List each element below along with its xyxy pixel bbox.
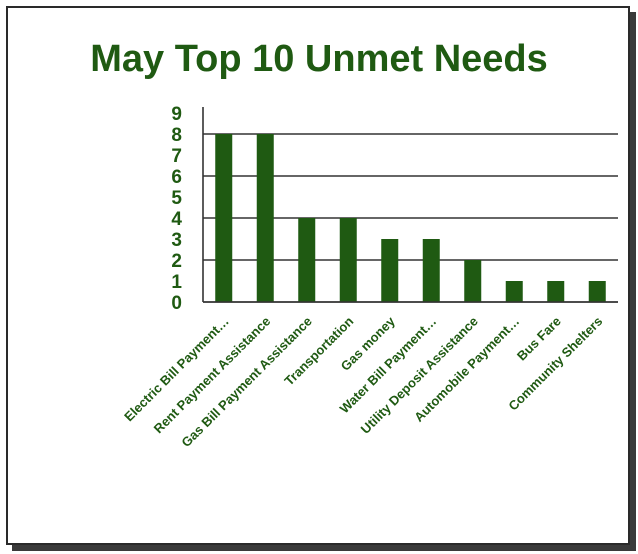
axes [202,107,618,303]
chart-title: May Top 10 Unmet Needs [90,38,548,80]
bar [256,134,274,302]
y-tick-label: 0 [171,293,182,314]
y-tick-label: 7 [171,146,182,167]
y-tick-label: 6 [171,167,182,188]
bar [298,218,316,302]
bar [464,260,482,302]
y-tick-label: 8 [171,125,182,146]
y-tick-label: 3 [171,230,182,251]
y-tick-label: 9 [171,104,182,125]
y-tick-label: 2 [171,251,182,272]
bar [422,239,440,302]
chart-frame [6,6,630,545]
y-tick-label: 5 [171,188,182,209]
bar [339,218,357,302]
bar [588,281,606,302]
y-tick-label: 4 [171,209,182,230]
bar [505,281,523,302]
bar [215,134,233,302]
bar [547,281,565,302]
x-axis-ticks: Electric Bill Payment…Rent Payment Assis… [121,313,605,450]
bars [215,134,606,302]
bar [381,239,399,302]
y-tick-label: 1 [171,272,182,293]
